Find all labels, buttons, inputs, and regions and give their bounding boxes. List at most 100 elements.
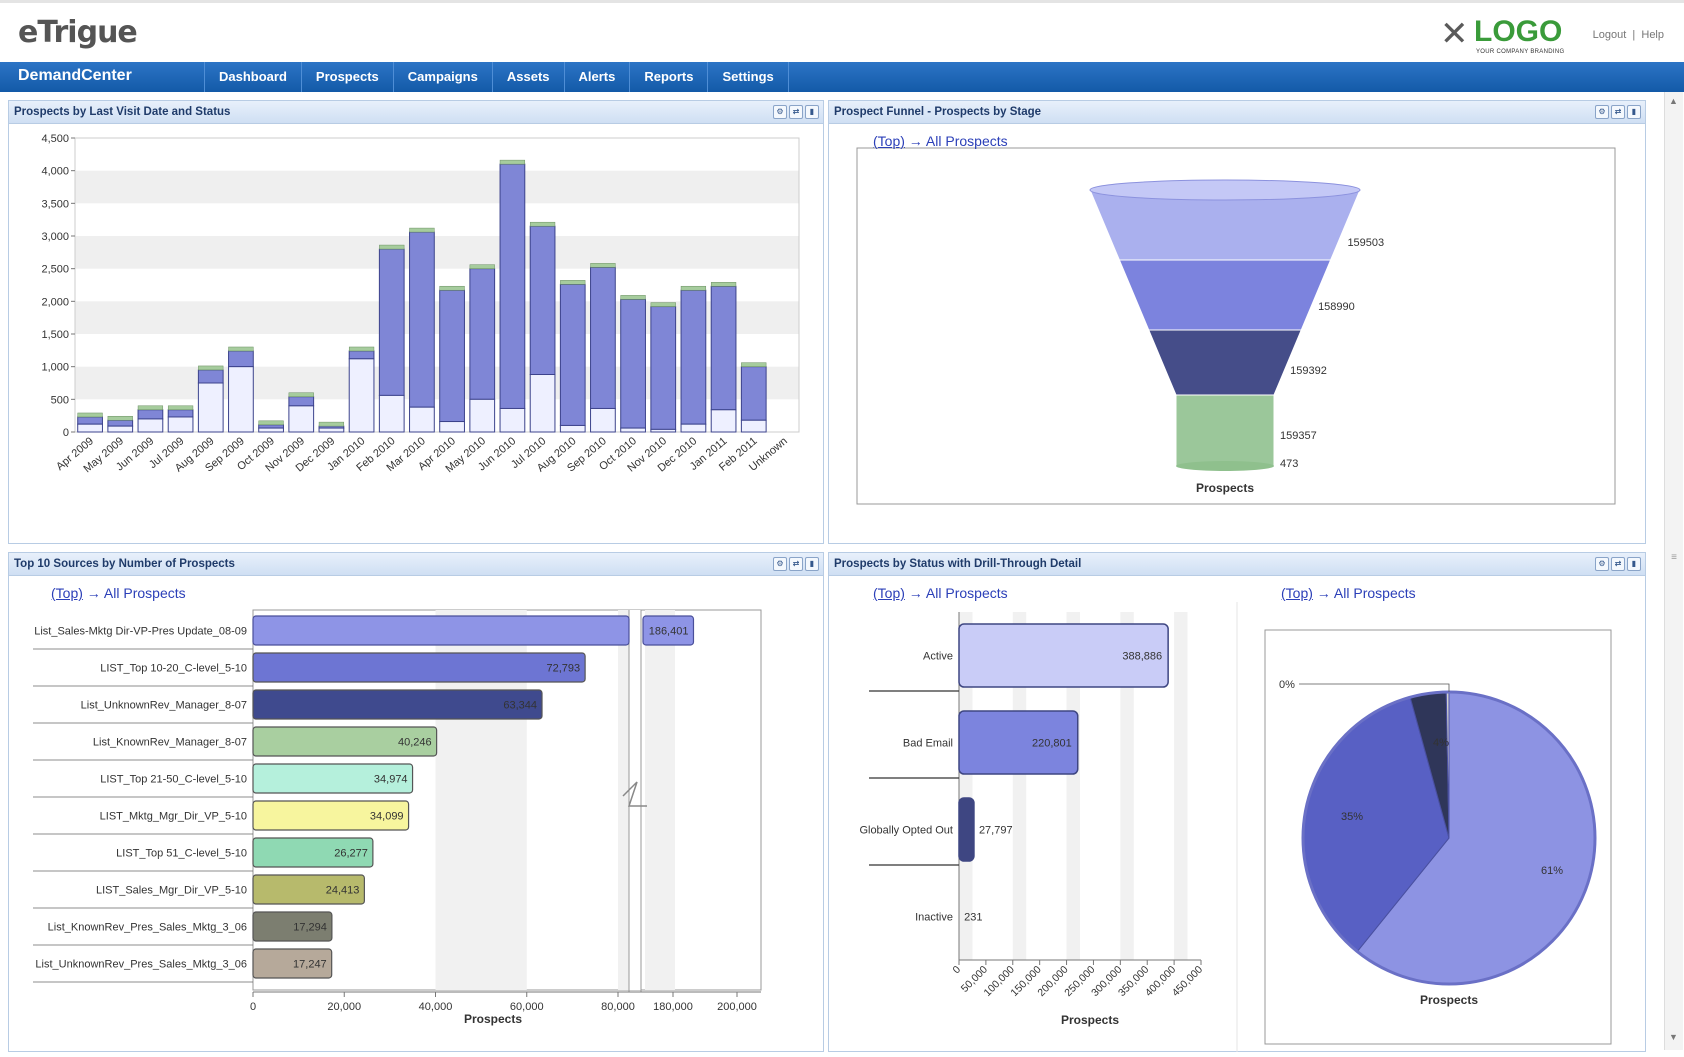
bar-value-label: 63,344 (503, 700, 537, 712)
refresh-icon[interactable]: ⇄ (1611, 557, 1625, 571)
panel-last-visit: Prospects by Last Visit Date and Status … (8, 100, 824, 544)
bar-segment (77, 423, 103, 433)
bar-segment (650, 302, 676, 307)
bar-segment (167, 405, 194, 411)
nav-assets[interactable]: Assets (491, 62, 564, 92)
bar-value-label: 24,413 (326, 885, 360, 897)
bar-segment (650, 428, 677, 433)
main-nav: Dashboard Prospects Campaigns Assets Ale… (204, 62, 789, 92)
bar-segment (137, 405, 164, 411)
nav-bar: DemandCenter Dashboard Prospects Campaig… (0, 62, 1684, 92)
category-label: Bad Email (903, 738, 953, 750)
bar-segment (137, 409, 164, 420)
scroll-thumb-icon[interactable]: ≡ (1671, 552, 1677, 563)
logout-link[interactable]: Logout (1592, 29, 1627, 41)
page-scrollbar[interactable]: ▲ ≡ ▼ (1664, 92, 1683, 1050)
bar-segment (137, 418, 164, 433)
bar-segment (439, 421, 465, 433)
settings-icon[interactable]: ⚙ (773, 105, 787, 119)
x-tick-label: 450,000 (1170, 964, 1205, 999)
grid-band (645, 610, 675, 990)
settings-icon[interactable]: ⚙ (1595, 105, 1609, 119)
grid-band (1012, 612, 1027, 960)
refresh-icon[interactable]: ⇄ (789, 105, 803, 119)
breadcrumb-top-link[interactable]: (Top) (873, 585, 905, 601)
y-tick-label: 2,000 (41, 296, 69, 308)
pin-icon[interactable]: ▮ (805, 557, 819, 571)
x-tick-label: 40,000 (419, 1001, 453, 1013)
bar (252, 652, 586, 683)
bar-segment (107, 419, 134, 427)
nav-dashboard[interactable]: Dashboard (204, 62, 301, 92)
bar (252, 874, 365, 905)
pin-icon[interactable]: ▮ (805, 105, 819, 119)
funnel-band (1175, 394, 1275, 467)
pin-icon[interactable]: ▮ (1627, 105, 1641, 119)
breadcrumb-top-link[interactable]: (Top) (1281, 585, 1313, 601)
bar-segment (559, 424, 586, 433)
panel-title: Prospect Funnel - Prospects by Stage (834, 106, 1042, 118)
nav-prospects[interactable]: Prospects (300, 62, 393, 92)
nav-reports[interactable]: Reports (629, 62, 707, 92)
category-label: LIST_Sales_Mgr_Dir_VP_5-10 (96, 885, 247, 897)
bar-segment (710, 282, 737, 287)
panel-funnel: Prospect Funnel - Prospects by Stage ⚙ ⇄ ▮… (828, 100, 1646, 544)
settings-icon[interactable]: ⚙ (1595, 557, 1609, 571)
funnel-axis-label: Prospects (1196, 481, 1254, 495)
chart-last-visit: 0 500 1,000 1,500 2,000 2,500 3,000 3,500 4,000 4… (41, 133, 800, 475)
scroll-up-icon[interactable]: ▲ (1669, 96, 1678, 106)
refresh-icon[interactable]: ⇄ (1611, 105, 1625, 119)
pie-slice-label: 0% (1279, 679, 1295, 691)
bar-segment (107, 415, 133, 421)
top-links: Logout | Help (1592, 29, 1664, 41)
bar-segment (228, 350, 254, 368)
grid-band (1174, 612, 1188, 960)
bar-segment (529, 374, 556, 433)
panel-title: Prospects by Status with Drill-Through D… (834, 558, 1082, 570)
pie-leader-line (1299, 683, 1450, 692)
settings-icon[interactable]: ⚙ (773, 557, 787, 571)
help-link[interactable]: Help (1641, 29, 1664, 41)
chart-top-sources: 186,401 List_Sales-Mktg Dir-VP-Pres Updat… (33, 609, 762, 1026)
category-label: LIST_Mktg_Mgr_Dir_VP_5-10 (100, 811, 247, 823)
category-label: LIST_Top 51_C-level_5-10 (116, 848, 247, 860)
nav-settings[interactable]: Settings (707, 62, 789, 92)
bar-value-label: 231 (964, 912, 982, 924)
nav-campaigns[interactable]: Campaigns (392, 62, 492, 92)
bar-segment (77, 416, 103, 425)
funnel-bottom (1176, 461, 1274, 471)
y-tick-label: 1,000 (41, 362, 69, 374)
category-label: List_KnownRev_Pres_Sales_Mktg_3_06 (48, 922, 247, 934)
grid-band (75, 366, 799, 400)
chart-funnel: 159503 158990 159392 159357 473 Prospects (856, 147, 1616, 505)
x-tick-label: 180,000 (653, 1001, 693, 1013)
app-name: DemandCenter (18, 67, 132, 84)
bar-segment (348, 358, 375, 433)
axis-break-zigzag (622, 781, 647, 807)
refresh-icon[interactable]: ⇄ (789, 557, 803, 571)
x-axis-label: Prospects (1061, 1013, 1119, 1027)
category-label: LIST_Top 10-20_C-level_5-10 (100, 663, 247, 675)
bar-value-label: 186,401 (649, 626, 689, 638)
chart-status: 388,886 Active 220,801 Bad Email 27,797 Globa… (859, 602, 1612, 1052)
arrow-icon: → (86, 585, 101, 601)
bar-segment (318, 421, 345, 427)
bar-segment (198, 365, 224, 371)
panel-header: Prospect Funnel - Prospects by Stage ⚙ ⇄ ▮ (829, 101, 1645, 124)
company-logo: ✕ LOGO YOUR COMPANY BRANDING (1440, 15, 1570, 56)
bar (642, 615, 695, 646)
bar-segment (288, 405, 315, 433)
bar-segment (197, 382, 224, 433)
breadcrumb-top-link[interactable]: (Top) (873, 133, 905, 149)
pin-icon[interactable]: ▮ (1627, 557, 1641, 571)
scroll-down-icon[interactable]: ▼ (1669, 1032, 1678, 1042)
bar-segment (620, 427, 646, 433)
bar-segment (650, 306, 677, 430)
bar-segment (590, 407, 616, 433)
nav-alerts[interactable]: Alerts (563, 62, 630, 92)
panel-title: Prospects by Last Visit Date and Status (14, 106, 231, 118)
breadcrumb-top-link[interactable]: (Top) (51, 585, 83, 601)
bar-segment (288, 396, 315, 407)
panel-header: Top 10 Sources by Number of Prospects ⚙ ⇄… (9, 553, 823, 576)
x-tick-label: 20,000 (327, 1001, 361, 1013)
